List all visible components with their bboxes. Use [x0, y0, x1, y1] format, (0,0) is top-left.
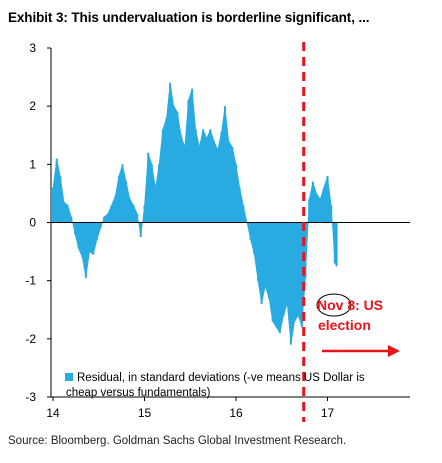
y-tick-label: 0: [29, 216, 36, 230]
plot-area: [51, 42, 410, 422]
x-axis: 14 15 16 17: [46, 396, 410, 420]
y-tick-label: 2: [29, 99, 36, 113]
nov-circle: [316, 293, 352, 317]
x-tick-label: 17: [321, 406, 335, 420]
event-label-line1: Nov 8: US: [317, 297, 383, 313]
source-note: Source: Bloomberg. Goldman Sachs Global …: [8, 435, 347, 447]
event-label-line2: election: [318, 317, 371, 333]
x-tick-label: 16: [229, 406, 243, 420]
y-axis: 3 2 1 0 -1 -2 -3: [25, 41, 52, 404]
election-annotation: Nov 8: US election: [316, 293, 400, 357]
y-tick-label: -3: [25, 390, 36, 404]
y-tick-label: 1: [29, 157, 36, 171]
chart-title: Exhibit 3: This undervaluation is border…: [8, 10, 370, 25]
legend: Residual, in standard deviations (-ve me…: [65, 372, 365, 399]
annotation-arrow-head: [388, 345, 400, 357]
y-tick-label: 3: [29, 41, 36, 55]
x-tick-label: 15: [138, 406, 152, 420]
x-tick-label: 14: [46, 406, 60, 420]
legend-text-line1: Residual, in standard deviations (-ve me…: [77, 372, 365, 384]
y-tick-label: -1: [25, 274, 36, 288]
legend-swatch: [65, 373, 73, 381]
y-tick-label: -2: [25, 332, 36, 346]
legend-text-line2: cheap versus fundamentals): [66, 387, 211, 399]
